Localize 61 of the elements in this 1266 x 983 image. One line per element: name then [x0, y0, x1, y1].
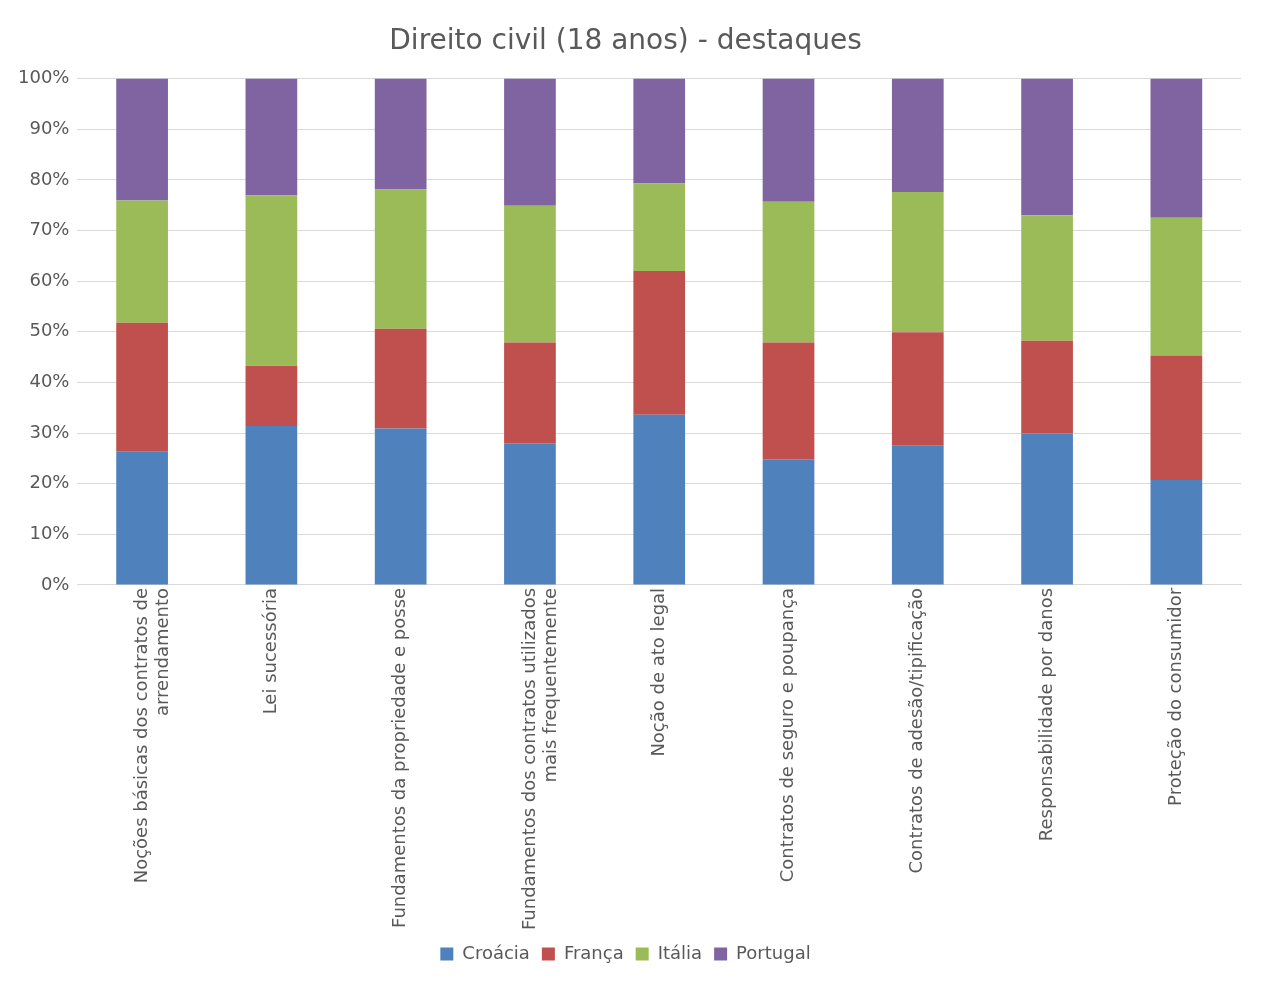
- bar: [116, 78, 168, 201]
- chart-title: Direito civil (18 anos) - destaques: [389, 23, 862, 57]
- legend-label: Croácia: [462, 941, 530, 963]
- x-tick-label: Contratos de adesão/tipificação: [905, 587, 927, 874]
- bar: [504, 443, 556, 585]
- bar: [1021, 215, 1073, 341]
- y-tick-label: 100%: [17, 66, 70, 88]
- bar: [245, 425, 298, 585]
- x-tick-label: Fundamentos da propriedade e posse: [388, 587, 410, 928]
- bar: [891, 445, 944, 585]
- bar: [1021, 340, 1073, 434]
- x-tick-label: Contratos de seguro e poupança: [776, 587, 798, 883]
- bar: [762, 459, 815, 585]
- legend-label: Portugal: [736, 941, 811, 963]
- x-tick-label: Lei sucessória: [259, 587, 281, 715]
- x-tick-label: Fundamentos dos contratos utilizados mais frequentemente: [517, 587, 561, 930]
- bar: [633, 78, 686, 184]
- bar: [116, 200, 168, 323]
- bar: [504, 205, 556, 343]
- bar: [374, 189, 427, 329]
- x-tick-label: Proteção do consumidor: [1164, 587, 1186, 806]
- x-tick-label: Noção de ato legal: [646, 587, 668, 757]
- bar: [504, 78, 556, 206]
- bar: [891, 192, 944, 333]
- bar: [633, 270, 686, 415]
- bar: [245, 365, 298, 426]
- y-tick-label: 20%: [29, 471, 70, 493]
- y-tick-label: 90%: [29, 116, 70, 138]
- bar: [116, 451, 168, 585]
- bar: [245, 195, 298, 366]
- bar: [1021, 78, 1073, 216]
- bar: [762, 201, 815, 343]
- bar: [374, 328, 427, 429]
- y-tick-label: 10%: [29, 521, 70, 543]
- bar: [374, 428, 427, 585]
- bar: [1150, 480, 1203, 585]
- y-tick-label: 60%: [29, 268, 70, 290]
- legend-label: França: [563, 941, 624, 963]
- bar: [891, 332, 944, 446]
- legend-label: Itália: [657, 941, 703, 963]
- bar: [1150, 355, 1203, 481]
- y-tick-label: 50%: [29, 319, 70, 341]
- y-tick-label: 30%: [29, 420, 70, 442]
- bar: [1150, 78, 1203, 218]
- y-tick-label: 0%: [40, 572, 70, 594]
- bar: [374, 78, 427, 190]
- y-tick-label: 70%: [29, 218, 70, 240]
- y-tick-label: 80%: [29, 167, 70, 189]
- bar: [245, 78, 298, 196]
- bar: [116, 322, 168, 452]
- bar: [891, 78, 944, 193]
- bar: [633, 414, 686, 585]
- y-tick-label: 40%: [29, 370, 70, 392]
- bar: [762, 78, 815, 202]
- bar: [1021, 433, 1073, 585]
- bar: [1150, 217, 1203, 356]
- x-tick-label: Responsabilidade por danos: [1034, 587, 1056, 842]
- bar: [504, 342, 556, 444]
- bar: [762, 342, 815, 460]
- bar: [633, 183, 686, 271]
- x-tick-label: Noções básicas dos contratos de arrendamento: [129, 587, 173, 884]
